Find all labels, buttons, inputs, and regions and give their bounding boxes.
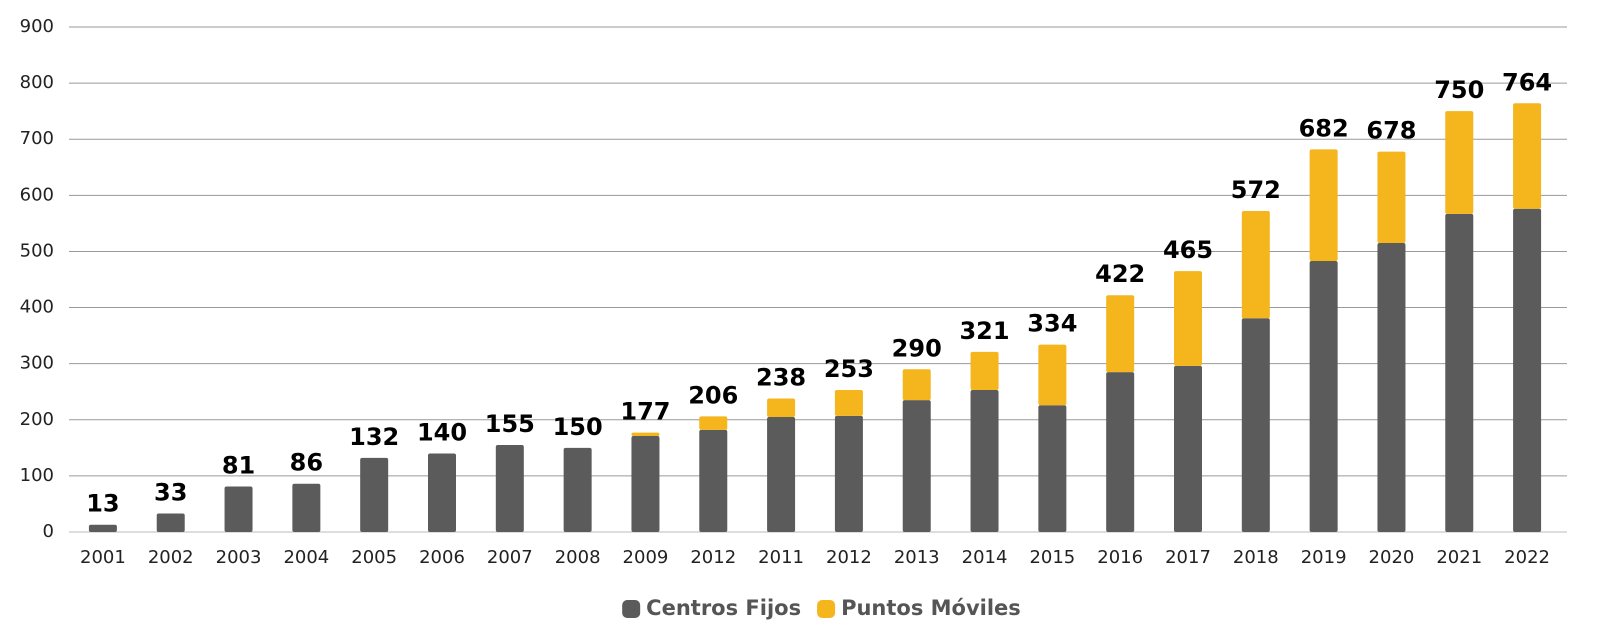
bar-segment — [902, 400, 931, 532]
x-tick-label: 2017 — [1165, 547, 1211, 568]
bar-segment — [631, 436, 660, 532]
bar-segment — [1241, 211, 1270, 319]
y-tick-label: 300 — [20, 353, 54, 374]
total-label: 140 — [417, 418, 467, 446]
total-label: 81 — [222, 452, 255, 480]
bar-segment — [1309, 149, 1338, 261]
x-tick-label: 2011 — [758, 547, 804, 568]
x-tick-label: 2022 — [1504, 547, 1550, 568]
legend-swatch — [622, 600, 641, 618]
total-label: 86 — [290, 449, 323, 477]
bar-segment — [1445, 111, 1474, 214]
x-tick-label: 2002 — [148, 547, 194, 568]
bar-segment — [1106, 295, 1135, 373]
legend-label: Centros Fijos — [646, 596, 801, 620]
x-tick-label: 2001 — [80, 547, 126, 568]
bar-segment — [1513, 208, 1542, 533]
bar-segment — [360, 457, 389, 532]
total-label: 253 — [824, 355, 874, 383]
total-label: 13 — [86, 490, 119, 518]
bar-segment — [224, 486, 253, 532]
bar-segment — [1309, 260, 1338, 532]
bar-segment — [563, 447, 592, 532]
bar-segment — [1241, 318, 1270, 532]
x-tick-label: 2004 — [283, 547, 329, 568]
total-label: 177 — [620, 398, 670, 426]
bar-segment — [699, 429, 728, 532]
bar-segment — [1174, 271, 1202, 366]
bar-segment — [292, 483, 321, 532]
total-label: 764 — [1502, 68, 1552, 96]
bar-segment — [970, 390, 999, 532]
bar-segment — [767, 416, 796, 532]
x-tick-label: 2005 — [351, 547, 397, 568]
x-tick-label: 2003 — [216, 547, 262, 568]
x-tick-label: 2012 — [826, 547, 872, 568]
bar-segment — [834, 390, 863, 416]
x-tick-label: 2014 — [962, 547, 1008, 568]
total-label: 678 — [1366, 117, 1416, 145]
y-tick-label: 800 — [20, 72, 54, 93]
y-tick-label: 400 — [20, 297, 54, 318]
bar-segment — [1377, 151, 1406, 244]
bar-segment — [767, 398, 796, 417]
x-tick-label: 2020 — [1369, 547, 1415, 568]
bar-segment — [902, 369, 931, 401]
total-label: 155 — [485, 410, 535, 438]
bar-segment — [156, 513, 185, 532]
y-tick-label: 200 — [20, 409, 54, 430]
legend-swatch — [817, 600, 836, 618]
y-tick-label: 600 — [20, 184, 54, 205]
y-tick-label: 700 — [20, 128, 54, 149]
bar-segment — [1513, 103, 1542, 209]
total-label: 572 — [1231, 176, 1281, 204]
y-tick-label: 900 — [20, 16, 54, 37]
bar-segment — [88, 524, 117, 532]
x-tick-label: 2013 — [894, 547, 940, 568]
total-label: 206 — [688, 381, 738, 409]
bar-segment — [1445, 213, 1474, 532]
x-tick-label: 2021 — [1436, 547, 1482, 568]
x-tick-label: 2015 — [1029, 547, 1075, 568]
total-label: 334 — [1027, 310, 1077, 338]
total-label: 422 — [1095, 260, 1145, 288]
total-label: 33 — [154, 478, 187, 506]
x-tick-label: 2019 — [1301, 547, 1347, 568]
bar-segment — [1377, 243, 1406, 532]
bar-segment — [970, 351, 999, 391]
x-tick-label: 2012 — [690, 547, 736, 568]
total-label: 150 — [553, 413, 603, 441]
x-tick-label: 2018 — [1233, 547, 1279, 568]
total-label: 682 — [1299, 114, 1349, 142]
bar-segment — [1106, 372, 1135, 532]
bar-segment — [699, 416, 728, 430]
total-label: 290 — [892, 334, 942, 362]
x-tick-label: 2008 — [555, 547, 601, 568]
bar-segment — [1038, 344, 1067, 406]
bar-segment — [428, 453, 456, 532]
total-label: 321 — [959, 317, 1009, 345]
bar-segment — [495, 445, 524, 532]
bar-segment — [631, 432, 660, 437]
bar-segment — [1038, 405, 1067, 532]
total-label: 465 — [1163, 236, 1213, 264]
x-tick-label: 2016 — [1097, 547, 1143, 568]
total-label: 238 — [756, 363, 806, 391]
y-tick-label: 100 — [20, 465, 54, 486]
x-tick-label: 2007 — [487, 547, 533, 568]
legend-label: Puntos Móviles — [841, 596, 1021, 620]
bar-segment — [834, 415, 863, 532]
y-tick-label: 500 — [20, 240, 54, 261]
bar-segment — [1174, 365, 1202, 532]
y-tick-label: 0 — [43, 521, 54, 542]
x-tick-label: 2006 — [419, 547, 465, 568]
total-label: 132 — [349, 423, 399, 451]
total-label: 750 — [1434, 76, 1484, 104]
x-tick-label: 2009 — [623, 547, 669, 568]
